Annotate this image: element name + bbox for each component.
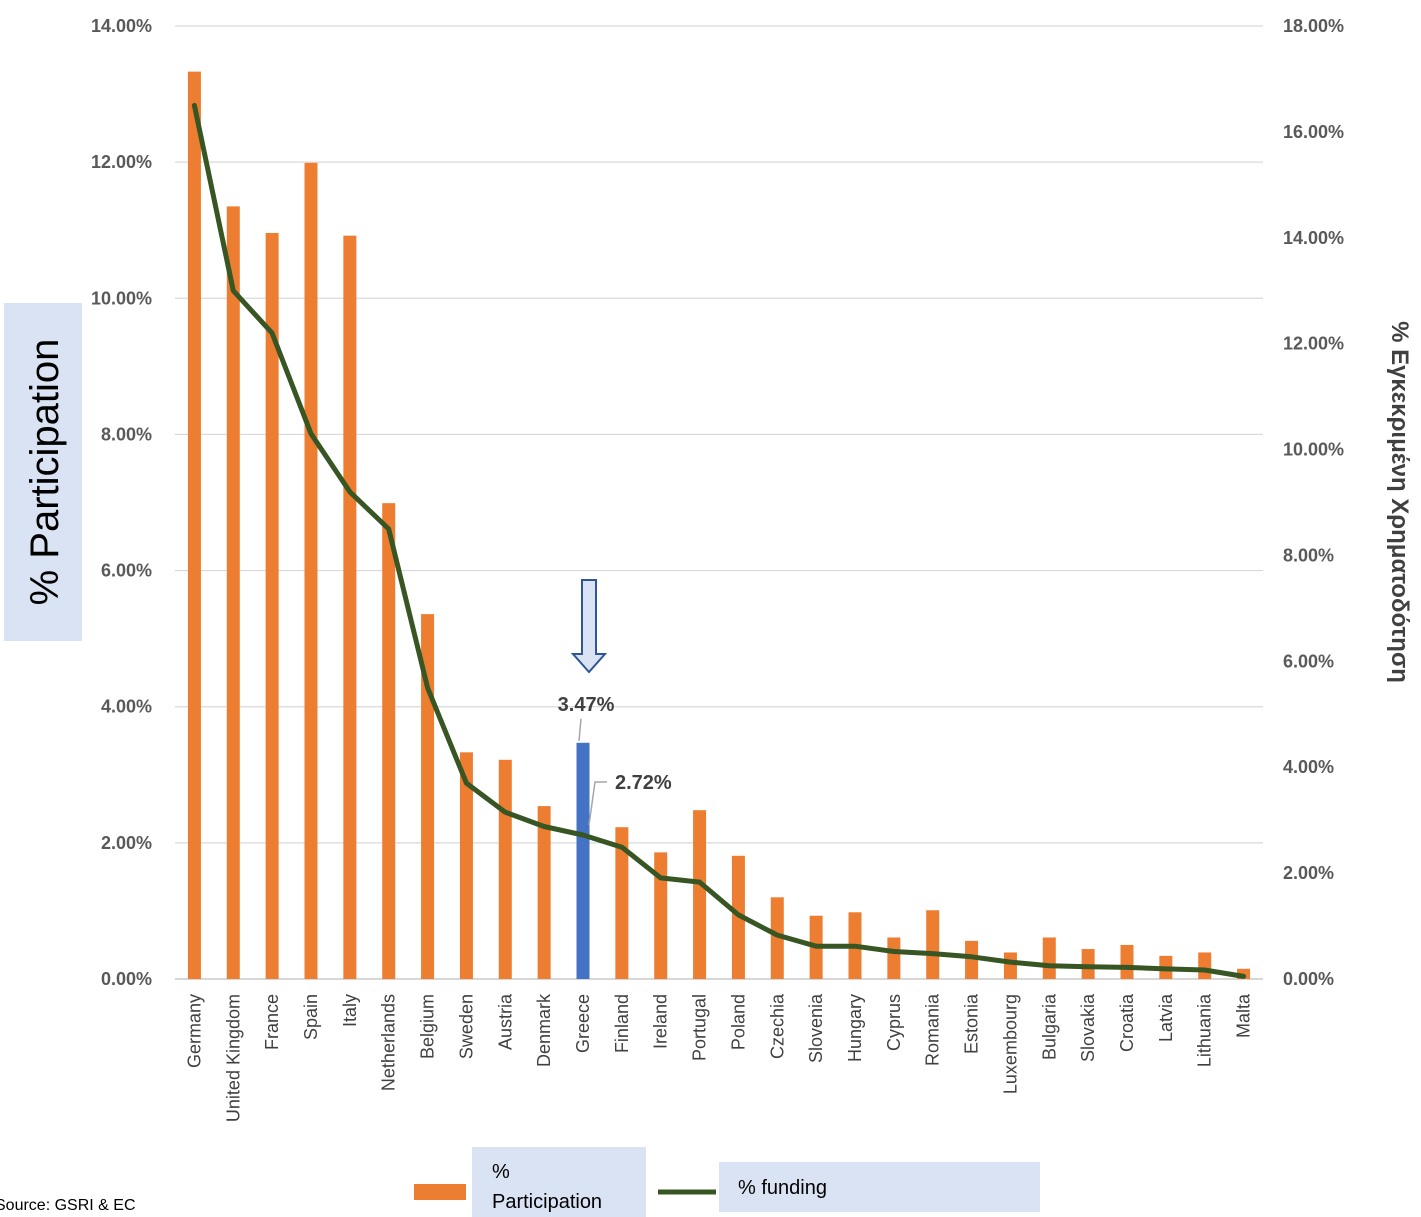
category-label: Lithuania	[1195, 993, 1215, 1067]
category-label: Slovenia	[806, 993, 826, 1063]
left-tick-label: 6.00%	[101, 561, 152, 581]
bar-austria	[498, 759, 512, 979]
bar-slovakia	[1081, 949, 1095, 979]
category-label: Spain	[301, 994, 321, 1040]
bar-croatia	[1120, 944, 1134, 979]
funding-line	[191, 102, 1247, 979]
category-label: Slovakia	[1078, 993, 1098, 1062]
category-label: Malta	[1234, 993, 1254, 1038]
legend-funding-label: % funding	[738, 1177, 827, 1199]
legend-bar-swatch	[414, 1184, 466, 1200]
category-label: Estonia	[962, 993, 982, 1054]
right-tick-label: 18.00%	[1283, 16, 1344, 36]
gridlines	[175, 25, 1263, 980]
category-label: Latvia	[1156, 993, 1176, 1042]
bar-germany	[187, 71, 201, 980]
bar-spain	[304, 162, 318, 979]
right-tick-label: 6.00%	[1283, 651, 1334, 671]
bar-cyprus	[887, 937, 901, 979]
left-tick-label: 0.00%	[101, 969, 152, 989]
down-arrow-icon	[570, 579, 608, 674]
bar-bulgaria	[1042, 937, 1056, 979]
bar-italy	[343, 235, 357, 979]
bar-label-leader	[578, 718, 582, 741]
category-label: Austria	[495, 993, 515, 1050]
category-label: Netherlands	[379, 994, 399, 1091]
left-tick-label: 4.00%	[101, 697, 152, 717]
bar-czechia	[770, 897, 784, 979]
right-tick-label: 16.00%	[1283, 122, 1344, 142]
right-tick-label: 10.00%	[1283, 440, 1344, 460]
bar-portugal	[693, 810, 707, 979]
legend-funding-box	[719, 1162, 1040, 1212]
category-label: Cyprus	[884, 994, 904, 1051]
line-label-leader	[588, 781, 607, 826]
right-tick-label: 2.00%	[1283, 863, 1334, 883]
category-label: Croatia	[1117, 993, 1137, 1052]
bar-finland	[615, 827, 629, 979]
line-data-label: 2.72%	[615, 772, 672, 794]
category-label: Denmark	[534, 993, 554, 1067]
category-label: Germany	[184, 994, 204, 1068]
right-tick-label: 14.00%	[1283, 228, 1344, 248]
bar-sweden	[459, 752, 473, 979]
category-label: Ireland	[651, 994, 671, 1049]
legend-participation-box	[472, 1147, 646, 1217]
bar-belgium	[421, 614, 435, 979]
bar-ireland	[654, 852, 668, 979]
category-label: United Kingdom	[223, 994, 243, 1122]
category-label: Greece	[573, 994, 593, 1053]
left-tick-label: 14.00%	[91, 16, 152, 36]
legend: % Participation % funding	[414, 1147, 1040, 1217]
right-tick-label: 4.00%	[1283, 757, 1334, 777]
left-tick-label: 12.00%	[91, 152, 152, 172]
category-label: Hungary	[845, 994, 865, 1062]
bar-luxembourg	[1003, 952, 1017, 979]
category-label: Poland	[728, 994, 748, 1050]
category-label: Italy	[340, 994, 360, 1027]
category-label: Luxembourg	[1000, 994, 1020, 1094]
right-tick-label: 8.00%	[1283, 545, 1334, 565]
category-label: Czechia	[767, 993, 787, 1059]
bar-netherlands	[382, 503, 396, 979]
bar-lithuania	[1198, 952, 1212, 979]
category-label: Bulgaria	[1039, 993, 1059, 1060]
left-tick-label: 2.00%	[101, 833, 152, 853]
left-tick-label: 8.00%	[101, 424, 152, 444]
legend-participation-line2: Participation	[492, 1191, 602, 1213]
bar-denmark	[537, 806, 551, 979]
category-label: Belgium	[418, 994, 438, 1059]
right-tick-label: 12.00%	[1283, 334, 1344, 354]
bar-romania	[926, 910, 940, 979]
left-axis-title-box	[4, 303, 82, 641]
category-label: France	[262, 994, 282, 1050]
bar-data-label: 3.47%	[558, 694, 615, 716]
bar-united-kingdom	[226, 206, 240, 979]
bar-greece	[576, 742, 590, 979]
category-label: Romania	[923, 993, 943, 1066]
funding-line-path	[191, 102, 1247, 979]
category-label: Sweden	[456, 994, 476, 1059]
category-label: Finland	[612, 994, 632, 1053]
legend-participation-line1: %	[492, 1161, 510, 1183]
bar-estonia	[965, 940, 979, 979]
left-axis-ticks: 0.00% 2.00% 4.00% 6.00% 8.00% 10.00% 12.00% 14.…	[91, 16, 152, 989]
source-note: Source: GSRI & EC	[0, 1197, 136, 1214]
right-tick-label: 0.00%	[1283, 969, 1334, 989]
left-axis-title: % Participation	[23, 339, 67, 606]
right-axis-title: % Εγκεκριμένη Χρηματοδότηση	[1386, 321, 1413, 683]
left-tick-label: 10.00%	[91, 288, 152, 308]
category-label: Portugal	[690, 994, 710, 1061]
category-labels: Germany United Kingdom France Spain Italy Net…	[184, 993, 1253, 1122]
participation-bars	[187, 71, 1251, 980]
right-axis-ticks: 0.00% 2.00% 4.00% 6.00% 8.00% 10.00% 12.00% 14.…	[1283, 16, 1344, 989]
bar-france	[265, 232, 279, 980]
